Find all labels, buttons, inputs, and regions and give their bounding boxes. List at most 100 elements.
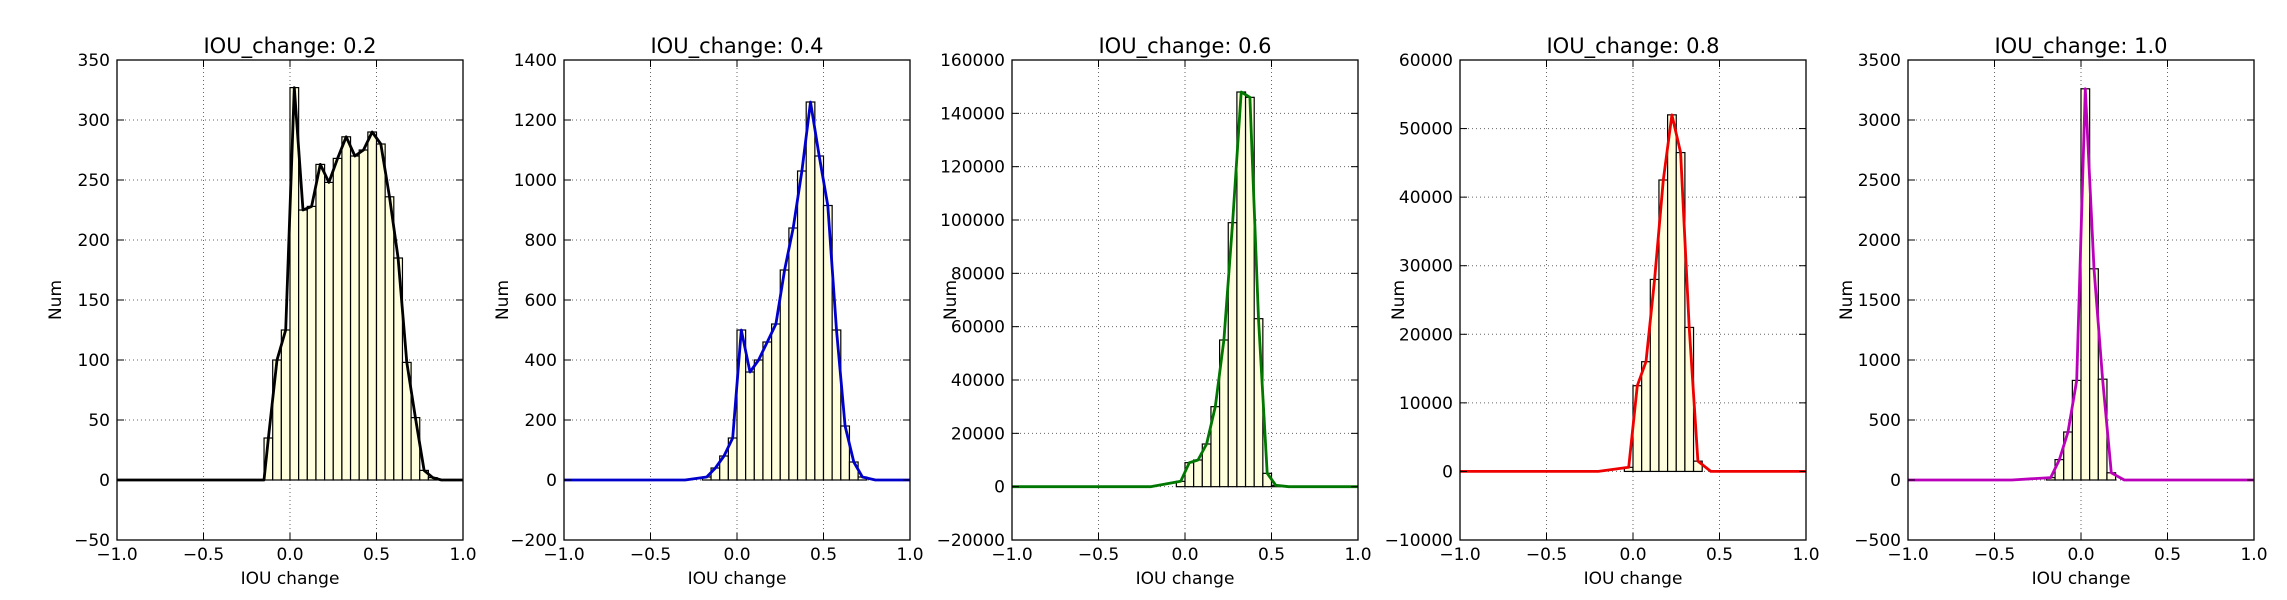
histogram-bar	[796, 170, 807, 481]
x-axis-label: IOU change	[2032, 569, 2131, 589]
y-tick-label: −10000	[1385, 531, 1453, 551]
histogram-bar	[375, 143, 386, 481]
histogram-bar	[384, 196, 395, 481]
y-tick-label: 0	[1442, 462, 1453, 482]
x-tick-label: 0.5	[363, 545, 390, 565]
x-axis-label: IOU change	[1136, 569, 1235, 589]
y-tick-label: 200	[78, 231, 110, 251]
x-tick-label: 1.0	[896, 545, 923, 565]
x-tick-label: 0.5	[810, 545, 837, 565]
chart-title: IOU_change: 0.2	[203, 34, 376, 59]
x-tick-label: 0.5	[1258, 545, 1285, 565]
x-tick-label: 0.0	[1619, 545, 1646, 565]
y-tick-label: 3500	[1858, 51, 1901, 71]
y-tick-label: 40000	[951, 371, 1005, 391]
y-tick-label: 100	[78, 351, 110, 371]
chart-title: IOU_change: 0.6	[1098, 34, 1271, 59]
y-tick-label: 0	[1890, 471, 1901, 491]
y-tick-label: 30000	[1399, 257, 1453, 277]
y-tick-label: 60000	[951, 318, 1005, 338]
y-tick-label: 100000	[940, 211, 1005, 231]
x-tick-label: −1.0	[96, 545, 137, 565]
x-tick-label: −1.0	[543, 545, 584, 565]
y-tick-label: 1200	[514, 111, 557, 131]
y-tick-label: 160000	[940, 51, 1005, 71]
y-tick-label: −50	[74, 531, 110, 551]
histogram-bar	[298, 209, 308, 481]
y-tick-label: 1400	[514, 51, 557, 71]
y-axis-label: Num	[1389, 280, 1409, 320]
y-axis-label: Num	[941, 280, 961, 320]
y-tick-label: 0	[546, 471, 557, 491]
density-curve	[1908, 87, 2254, 482]
histogram-bar	[410, 417, 421, 481]
subplot-2: −1.0 −0.5 0.0 0.5 1.0 −200 0 200 400 600 800 1000 12…	[493, 34, 924, 589]
y-tick-label: 2000	[1858, 231, 1901, 251]
y-tick-label: 200	[525, 411, 557, 431]
y-tick-label: 20000	[1399, 325, 1453, 345]
histogram-bar	[788, 227, 799, 481]
x-tick-label: 0.0	[1171, 545, 1198, 565]
x-tick-label: 0.5	[2154, 545, 2181, 565]
y-tick-label: 3000	[1858, 111, 1901, 131]
y-tick-label: 500	[1869, 411, 1901, 431]
x-tick-label: −0.5	[1974, 545, 2015, 565]
chart-title: IOU_change: 0.4	[650, 34, 823, 59]
density-curve	[117, 86, 463, 482]
x-tick-label: 0.0	[2067, 545, 2094, 565]
histogram-bar	[753, 359, 764, 481]
y-tick-label: 350	[78, 51, 110, 71]
density-curve	[564, 100, 910, 482]
y-tick-label: 2500	[1858, 171, 1901, 191]
subplot-1: −1.0 −0.5 0.0 0.5 1.0 −50 0 50 100 150 200 250 300 35…	[46, 34, 477, 589]
histogram-bar	[315, 163, 326, 481]
y-tick-label: 10000	[1399, 394, 1453, 414]
histogram-bar	[779, 269, 790, 481]
subplot-4: −1.0 −0.5 0.0 0.5 1.0 −10000 0 10000 20000 30000 4…	[1385, 34, 1820, 589]
histogram-bar	[306, 205, 317, 481]
y-tick-label: 50	[88, 411, 110, 431]
x-tick-label: 1.0	[1344, 545, 1371, 565]
y-tick-label: 0	[994, 478, 1005, 498]
y-axis-label: Num	[493, 280, 513, 320]
chart-title: IOU_change: 1.0	[1994, 34, 2167, 59]
y-tick-label: 60000	[1399, 51, 1453, 71]
y-axis-label: Num	[1837, 280, 1857, 320]
y-tick-label: 1000	[514, 171, 557, 191]
x-tick-label: −0.5	[1078, 545, 1119, 565]
y-tick-label: 600	[525, 291, 557, 311]
x-tick-label: 0.0	[723, 545, 750, 565]
y-tick-label: 300	[78, 111, 110, 131]
y-tick-label: 800	[525, 231, 557, 251]
histogram-bar	[349, 155, 360, 481]
x-tick-label: −1.0	[991, 545, 1032, 565]
y-tick-label: 80000	[951, 264, 1005, 284]
x-tick-label: −0.5	[1526, 545, 1567, 565]
histogram-bar	[770, 323, 781, 481]
y-tick-label: −200	[510, 531, 557, 551]
x-axis-label: IOU change	[1584, 569, 1683, 589]
chart-title: IOU_change: 0.8	[1546, 34, 1719, 59]
y-tick-label: 140000	[940, 104, 1005, 124]
x-axis-label: IOU change	[688, 569, 787, 589]
histogram-bar	[1193, 459, 1203, 488]
density-curve	[1460, 113, 1806, 473]
x-tick-label: 0.5	[1706, 545, 1733, 565]
x-tick-label: 0.0	[276, 545, 303, 565]
histogram-bar	[805, 101, 816, 481]
x-axis-label: IOU change	[241, 569, 340, 589]
x-tick-label: −0.5	[630, 545, 671, 565]
histogram-bar	[332, 157, 343, 481]
y-tick-label: 1000	[1858, 351, 1901, 371]
y-tick-label: 40000	[1399, 188, 1453, 208]
histogram-bar	[1666, 114, 1677, 473]
histogram-bar	[1641, 361, 1651, 473]
x-tick-label: −0.5	[183, 545, 224, 565]
histogram-bar	[341, 136, 352, 481]
histogram-bar	[324, 181, 334, 481]
y-axis-label: Num	[46, 280, 66, 320]
subplot-3: −1.0 −0.5 0.0 0.5 1.0 −20000 0 20000 40000 60000 8…	[937, 34, 1372, 589]
histogram-bar	[358, 149, 369, 481]
x-tick-label: 1.0	[449, 545, 476, 565]
